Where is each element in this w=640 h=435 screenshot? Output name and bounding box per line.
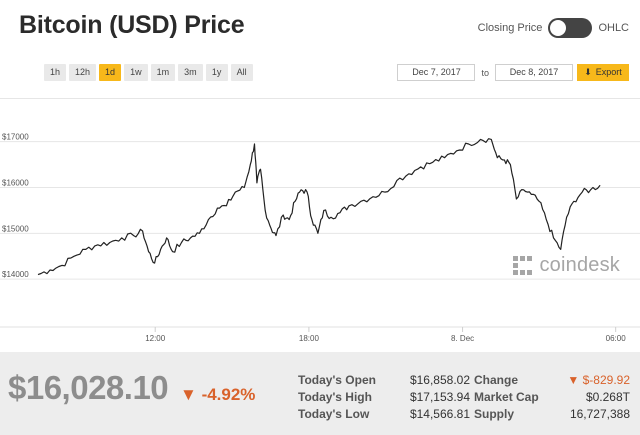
y-tick-label: $14000	[2, 270, 29, 279]
x-tick-label: 18:00	[299, 334, 320, 343]
date-to-label: to	[481, 67, 489, 78]
low-label: Today's Low	[298, 407, 370, 421]
market-cap-value: $0.268T	[585, 390, 630, 404]
current-price: $16,028.10	[8, 369, 169, 406]
toggle-knob	[550, 20, 567, 36]
toggle-label-closing: Closing Price	[477, 22, 543, 34]
export-button[interactable]: ⬇ Export	[577, 64, 629, 81]
change-value-text: $-829.92	[582, 373, 630, 387]
x-tick-label: 8. Dec	[451, 334, 474, 343]
export-label: Export	[595, 67, 622, 77]
range-1w[interactable]: 1w	[124, 64, 148, 81]
price-line	[37, 138, 601, 276]
change-down-icon: ▼	[567, 373, 580, 387]
open-value: $16,858.02	[409, 373, 470, 387]
price-chart: $14000 $15000 $16000 $17000 12:00 18:00 8. Dec…	[0, 98, 640, 350]
coindesk-logo: coindesk	[512, 254, 620, 277]
range-all[interactable]: All	[230, 64, 253, 81]
price-mode-toggle[interactable]: Closing Price OHLC	[478, 18, 629, 38]
high-value: $17,153.94	[409, 390, 470, 404]
range-1d[interactable]: 1d	[99, 64, 122, 81]
summary-panel: $16,028.10 ▼ -4.92% Today's Open Today's…	[0, 352, 640, 435]
change-value: ▼ $-829.92	[546, 372, 630, 389]
today-stats-labels: Today's Open Today's High Today's Low	[298, 372, 376, 423]
coindesk-mark-icon	[513, 255, 533, 275]
down-arrow-icon: ▼	[180, 385, 197, 404]
high-label: Today's High	[298, 390, 372, 404]
change-label: Change	[474, 373, 519, 387]
page-title: Bitcoin (USD) Price	[19, 11, 245, 39]
toggle-label-ohlc: OHLC	[598, 22, 629, 34]
date-to-input[interactable]: Dec 8, 2017	[495, 64, 573, 81]
change-percent-value: -4.92%	[201, 385, 256, 404]
x-tick-label: 12:00	[145, 334, 166, 343]
range-1m[interactable]: 1m	[150, 64, 176, 81]
market-stats-labels: Change Market Cap Supply	[474, 372, 539, 423]
coindesk-wordmark: coindesk	[539, 254, 620, 276]
market-cap-label: Market Cap	[474, 390, 539, 404]
download-icon: ⬇	[584, 67, 592, 77]
range-1y[interactable]: 1y	[205, 64, 228, 81]
y-tick-label: $16000	[2, 179, 29, 188]
range-12h[interactable]: 12h	[69, 64, 97, 81]
range-1h[interactable]: 1h	[44, 64, 67, 81]
y-tick-label: $15000	[2, 224, 29, 233]
supply-value: 16,727,388	[569, 407, 630, 421]
market-stats-values: ▼ $-829.92 $0.268T 16,727,388	[546, 372, 630, 423]
supply-label: Supply	[474, 407, 515, 421]
date-from-input[interactable]: Dec 7, 2017	[397, 64, 476, 81]
range-selector: 1h 12h 1d 1w 1m 3m 1y All	[44, 64, 253, 81]
x-tick-label: 06:00	[606, 334, 627, 343]
open-label: Today's Open	[298, 373, 376, 387]
today-stats-values: $16,858.02 $17,153.94 $14,566.81	[388, 372, 470, 423]
toggle-switch[interactable]	[548, 18, 593, 38]
date-range: Dec 7, 2017 to Dec 8, 2017 ⬇ Export	[397, 64, 629, 81]
chart-svg: $14000 $15000 $16000 $17000 12:00 18:00 8. Dec…	[0, 133, 640, 343]
range-3m[interactable]: 3m	[178, 64, 203, 81]
low-value: $14,566.81	[409, 407, 470, 421]
change-percent: ▼ -4.92%	[180, 385, 255, 405]
y-tick-label: $17000	[2, 133, 29, 142]
